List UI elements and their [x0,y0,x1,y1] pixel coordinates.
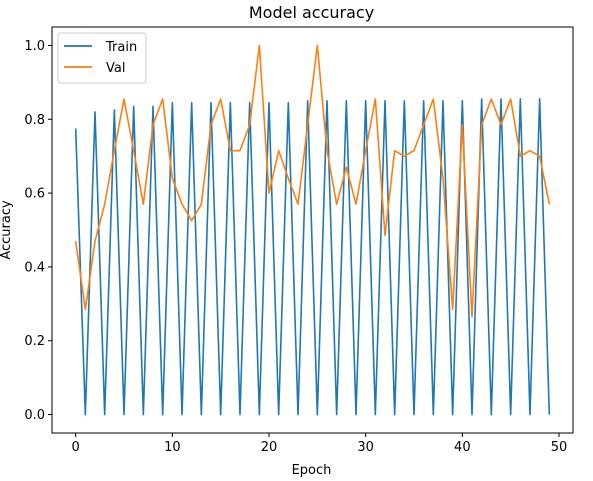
y-tick-label: 0.2 [24,334,45,349]
x-tick-label: 50 [551,440,568,455]
legend-label-val: Val [106,61,125,76]
legend-label-train: Train [105,40,137,55]
x-tick-label: 10 [164,440,181,455]
y-tick-label: 1.0 [24,39,45,54]
x-tick-label: 40 [454,440,471,455]
series-line-train [74,98,551,416]
chart-title: Model accuracy [249,3,374,22]
plot-area-frame [51,26,574,434]
x-tick-label: 20 [261,440,278,455]
series-line-val [74,44,551,318]
y-axis-label: Accuracy [0,200,14,260]
series-layer [74,44,551,416]
y-tick-label: 0.6 [24,187,45,202]
y-tick-label: 0.8 [24,113,45,128]
legend: Train Val [57,32,147,84]
axis-ticks: 0 10 20 30 40 50 0.0 0.2 0.4 0.6 0.8 1.0 [24,39,567,455]
x-axis-label: Epoch [292,463,332,478]
y-tick-label: 0.0 [24,408,45,423]
y-tick-label: 0.4 [24,260,45,275]
x-tick-label: 0 [72,440,80,455]
x-tick-label: 30 [357,440,374,455]
